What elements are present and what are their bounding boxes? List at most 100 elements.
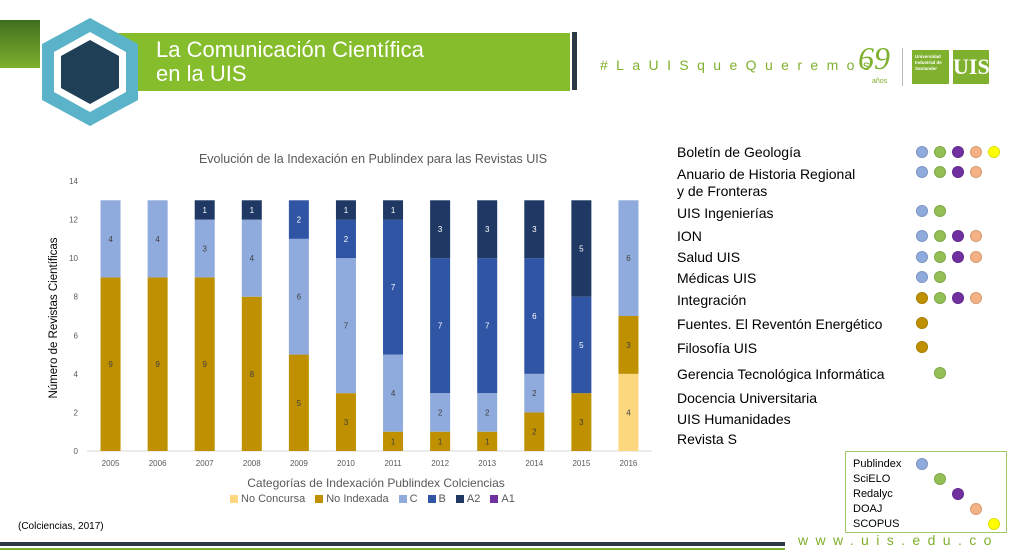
bar-data-label: 3	[344, 418, 349, 427]
y-tick-label: 6	[74, 331, 79, 340]
chart-x-axis-label: Categorías de Indexación Publindex Colci…	[247, 476, 505, 490]
bar-data-label: 4	[155, 235, 160, 244]
index-dot-icon	[934, 146, 946, 158]
bar-data-label: 6	[297, 293, 302, 302]
bar-data-label: 1	[250, 206, 255, 215]
legend-swatch	[230, 495, 238, 503]
journal-name: Integración	[677, 292, 747, 308]
bar-segment	[383, 354, 404, 432]
legend-entry: C	[398, 493, 418, 505]
index-dot-icon	[952, 166, 964, 178]
bar-data-label: 7	[485, 322, 490, 331]
bar-segment	[477, 431, 498, 451]
bar-data-label: 3	[438, 225, 443, 234]
index-legend-label: SCOPUS	[853, 518, 900, 530]
page-title: La Comunicación Científica en la UIS	[156, 38, 424, 86]
index-legend-dot-icon	[916, 458, 928, 470]
bar-segment	[194, 200, 215, 220]
index-legend-label: Publindex	[853, 458, 902, 470]
bar-segment	[100, 200, 121, 278]
bar-data-label: 3	[579, 418, 584, 427]
bar-data-label: 3	[202, 245, 207, 254]
bar-data-label: 2	[532, 428, 537, 437]
bar-segment	[618, 373, 639, 451]
bar-data-label: 3	[626, 341, 631, 350]
bar-data-label: 1	[344, 206, 349, 215]
logo-separator	[902, 48, 903, 86]
bar-data-label: 7	[391, 283, 396, 292]
header-accent-strip	[0, 20, 40, 68]
bar-data-label: 4	[108, 235, 113, 244]
x-tick-label: 2012	[431, 459, 449, 468]
index-dot-icon	[934, 271, 946, 283]
bar-segment	[524, 200, 545, 259]
index-dot-icon	[934, 205, 946, 217]
bar-segment	[524, 258, 545, 374]
bar-segment	[147, 277, 168, 451]
index-dot-icon	[934, 367, 946, 379]
index-dot-icon	[934, 166, 946, 178]
bar-segment	[241, 200, 262, 220]
legend-entry: A1	[490, 493, 515, 505]
index-legend-dot-icon	[934, 473, 946, 485]
index-dot-icon	[916, 292, 928, 304]
bar-segment	[430, 200, 451, 259]
bar-data-label: 4	[391, 389, 396, 398]
university-logo-text: Universidad Industrial de Santander	[912, 50, 949, 84]
bar-segment	[335, 219, 356, 259]
bar-segment	[288, 200, 309, 239]
index-legend-dot-icon	[970, 503, 982, 515]
bar-data-label: 1	[202, 206, 207, 215]
index-legend-dot-icon	[988, 518, 1000, 530]
index-dot-icon	[970, 292, 982, 304]
index-dot-icon	[934, 230, 946, 242]
legend-entry: No Indexada	[315, 493, 389, 505]
bar-segment	[194, 219, 215, 278]
y-tick-label: 10	[69, 254, 78, 263]
hexagon-logo-icon	[42, 18, 138, 126]
index-dot-icon	[952, 230, 964, 242]
bar-segment	[383, 219, 404, 355]
index-dot-icon	[916, 166, 928, 178]
index-dot-icon	[952, 292, 964, 304]
journal-name-line2: y de Fronteras	[677, 183, 768, 199]
bar-segment	[524, 373, 545, 413]
bar-segment	[430, 393, 451, 432]
legend-label: B	[438, 493, 446, 505]
bar-data-label: 3	[485, 225, 490, 234]
index-dot-icon	[988, 146, 1000, 158]
index-legend-label: Redalyc	[853, 488, 893, 500]
journal-name: Gerencia Tecnológica Informática	[677, 366, 885, 382]
bar-segment	[618, 316, 639, 374]
legend-label: A1	[501, 493, 515, 505]
index-dot-icon	[970, 146, 982, 158]
footer-dark-line	[0, 542, 785, 546]
x-tick-label: 2007	[196, 459, 214, 468]
bar-segment	[383, 200, 404, 220]
bar-segment	[335, 393, 356, 451]
bar-segment	[288, 238, 309, 355]
y-tick-label: 8	[74, 293, 79, 302]
legend-swatch	[398, 495, 407, 503]
footer-green-line	[0, 548, 785, 550]
bar-data-label: 2	[344, 235, 349, 244]
legend-swatch	[490, 495, 499, 503]
bar-segment	[618, 200, 639, 316]
index-dot-icon	[934, 292, 946, 304]
bar-data-label: 6	[532, 312, 537, 321]
index-legend-label: SciELO	[853, 473, 891, 485]
bar-data-label: 9	[202, 360, 207, 369]
bar-segment	[383, 431, 404, 451]
bar-data-label: 7	[438, 322, 443, 331]
y-tick-label: 0	[74, 447, 79, 456]
bar-data-label: 3	[532, 225, 537, 234]
bar-data-label: 4	[626, 408, 631, 417]
index-legend-label: DOAJ	[853, 503, 883, 515]
bar-segment	[430, 258, 451, 394]
index-dot-icon	[970, 230, 982, 242]
legend-label: A2	[466, 493, 481, 505]
legend-label: No Indexada	[326, 493, 389, 505]
bar-segment	[335, 258, 356, 394]
footer-url-link[interactable]: www.uis.edu.co	[798, 532, 999, 548]
bar-data-label: 6	[626, 254, 631, 263]
